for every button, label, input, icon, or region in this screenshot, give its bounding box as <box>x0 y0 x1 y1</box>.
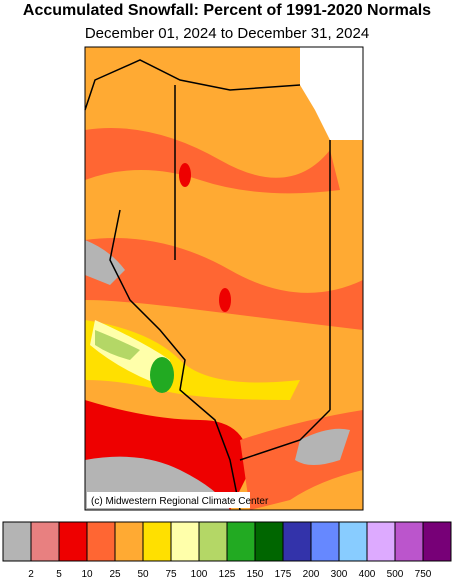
title: Accumulated Snowfall: Percent of 1991-20… <box>23 2 431 19</box>
legend-label: 175 <box>275 569 292 580</box>
legend-swatch <box>30 521 60 562</box>
legend-label: 750 <box>415 569 432 580</box>
credit-box <box>87 492 250 508</box>
legend-label: 300 <box>331 569 348 580</box>
legend-swatch <box>2 521 32 562</box>
legend-swatch <box>338 521 368 562</box>
legend-label: 150 <box>247 569 264 580</box>
legend-swatch <box>198 521 228 562</box>
legend-swatch <box>226 521 256 562</box>
legend-swatch <box>394 521 424 562</box>
legend-label: 400 <box>359 569 376 580</box>
legend-label: 5 <box>56 569 62 580</box>
subtitle: December 01, 2024 to December 31, 2024 <box>85 25 369 42</box>
legend-label: 10 <box>81 569 93 580</box>
map-area <box>84 46 364 511</box>
legend-swatch <box>170 521 200 562</box>
legend: 2 5 10 25 50 75 100 125 150 175 200 300 400 500 750 <box>2 521 452 580</box>
legend-label: 125 <box>219 569 236 580</box>
legend-label: 100 <box>191 569 208 580</box>
legend-swatch <box>86 521 116 562</box>
legend-label: 2 <box>28 569 34 580</box>
legend-swatch <box>310 521 340 562</box>
legend-swatch <box>366 521 396 562</box>
legend-label: 500 <box>387 569 404 580</box>
legend-swatch <box>282 521 312 562</box>
legend-swatch <box>58 521 88 562</box>
credit: (c) Midwestern Regional Climate Center <box>91 496 269 507</box>
legend-swatch <box>254 521 284 562</box>
legend-label: 75 <box>165 569 177 580</box>
legend-label: 50 <box>137 569 149 580</box>
legend-swatch <box>142 521 172 562</box>
legend-label: 200 <box>303 569 320 580</box>
legend-swatch <box>422 521 452 562</box>
legend-label: 25 <box>109 569 121 580</box>
legend-swatch <box>114 521 144 562</box>
